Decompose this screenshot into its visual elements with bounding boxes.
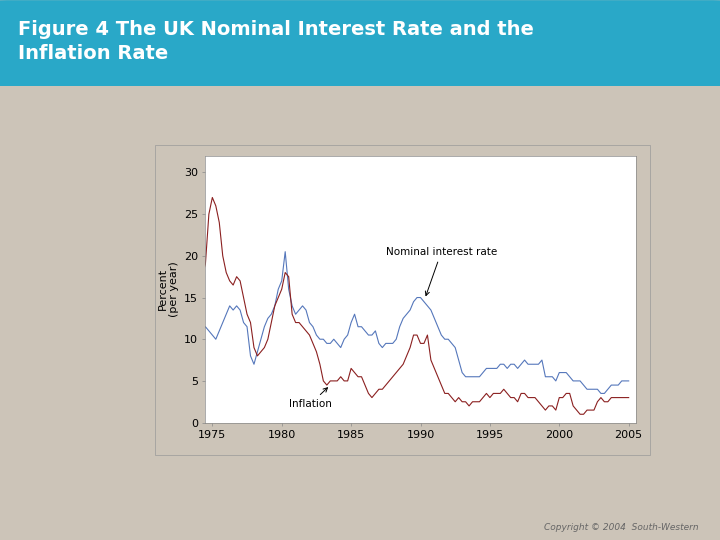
Text: Figure 4 The UK Nominal Interest Rate and the
Inflation Rate: Figure 4 The UK Nominal Interest Rate an… [18,20,534,63]
Text: Inflation: Inflation [289,388,331,409]
Y-axis label: Percent
(per year): Percent (per year) [158,261,179,317]
Text: Copyright © 2004  South-Western: Copyright © 2004 South-Western [544,523,698,532]
FancyBboxPatch shape [0,1,720,85]
Text: Nominal interest rate: Nominal interest rate [386,247,497,295]
